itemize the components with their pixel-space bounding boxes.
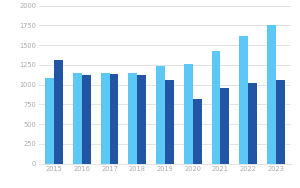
Bar (156, 66, 165, 164)
Bar (73, 73, 82, 164)
Bar (248, 83, 257, 164)
Bar (82, 75, 91, 164)
Bar (212, 52, 220, 164)
Bar (220, 88, 229, 164)
Bar (165, 80, 174, 164)
Bar (239, 36, 248, 164)
Bar (193, 99, 202, 164)
Bar (276, 80, 285, 164)
Bar (54, 60, 63, 164)
Bar (137, 75, 146, 164)
Bar (45, 78, 54, 164)
Bar (128, 73, 137, 164)
Bar (101, 73, 110, 164)
Bar (184, 64, 193, 164)
Bar (110, 74, 118, 164)
Bar (267, 25, 276, 164)
